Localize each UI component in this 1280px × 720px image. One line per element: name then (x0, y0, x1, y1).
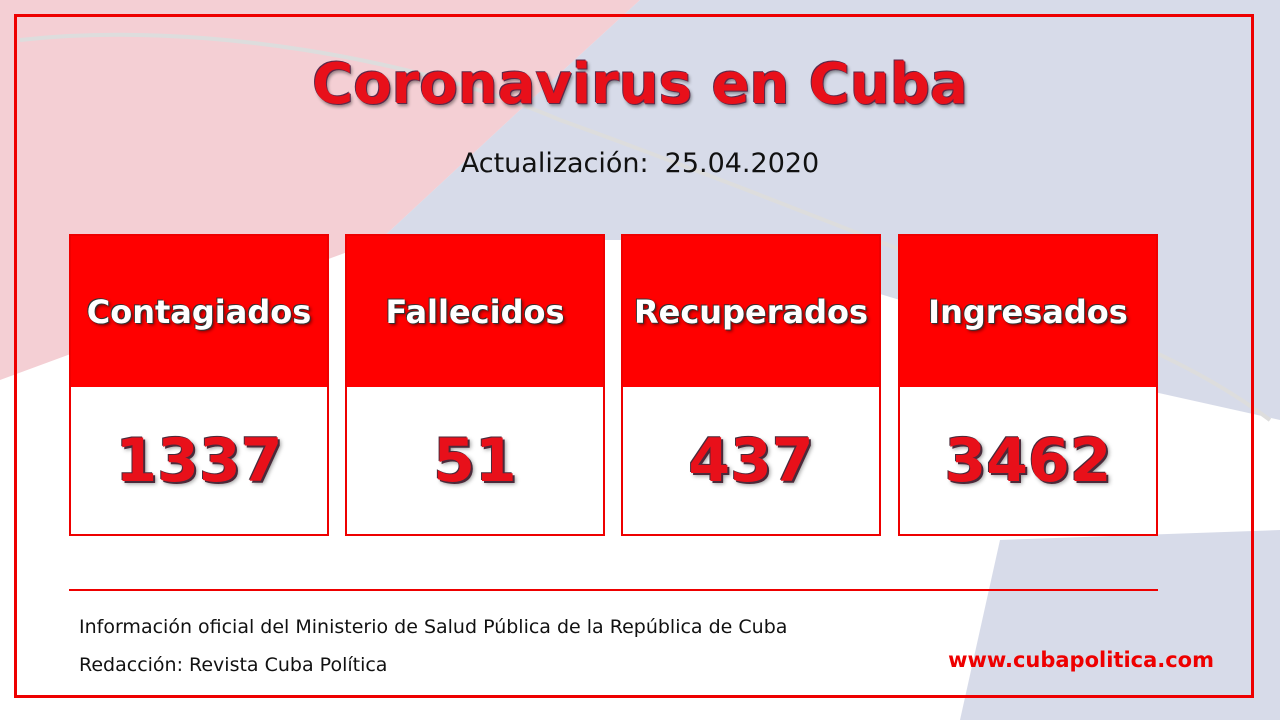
stat-card: Contagiados 1337 (69, 234, 329, 536)
stat-value: 437 (688, 425, 814, 496)
map-region (960, 530, 1280, 720)
stat-card: Fallecidos 51 (345, 234, 605, 536)
website[interactable]: www.cubapolitica.com (948, 648, 1214, 672)
stat-label: Ingresados (900, 236, 1156, 387)
update: Actualización: 25.04.2020 (0, 148, 1280, 179)
frame (14, 14, 1254, 698)
stat-card: Recuperados 437 (621, 234, 881, 536)
stat-label: Contagiados (71, 236, 327, 387)
title: Coronavirus en Cuba (312, 52, 968, 117)
update-label: Actualización: (460, 148, 649, 179)
stat-card: Ingresados 3462 (898, 234, 1158, 536)
stat-label: Recuperados (623, 236, 879, 387)
stat-value: 1337 (115, 425, 283, 496)
source: Información oficial del Ministerio de Sa… (79, 616, 788, 638)
stat-value: 51 (433, 425, 517, 496)
stat-label: Fallecidos (347, 236, 603, 387)
divider (69, 589, 1158, 591)
credit: Redacción: Revista Cuba Política (79, 654, 388, 676)
stat-value: 3462 (944, 425, 1112, 496)
date: 25.04.2020 (664, 148, 820, 179)
